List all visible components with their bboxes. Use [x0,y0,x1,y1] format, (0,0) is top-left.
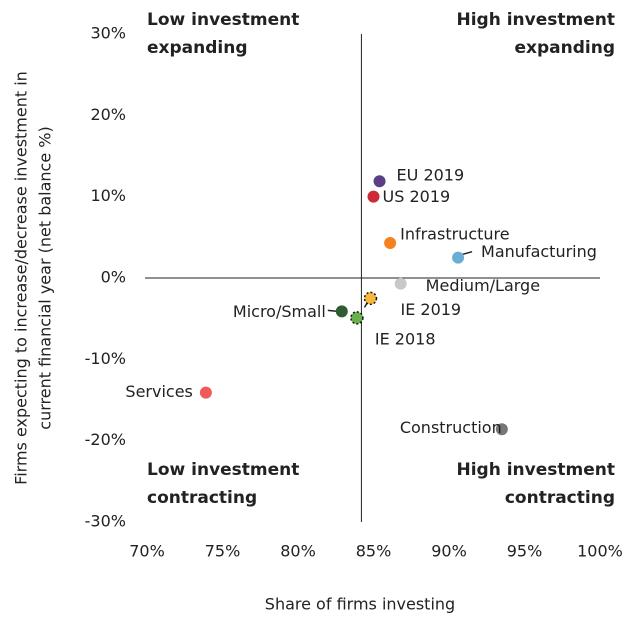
quadrant-label: expanding [514,38,615,58]
quadrant-label: High investment [456,460,615,480]
point-label: Services [125,382,192,401]
x-axis-label: Share of firms investing [265,595,455,614]
quadrant-label: expanding [147,38,248,58]
x-tick-label: 100% [577,542,623,561]
quadrant-label: High investment [456,10,615,30]
x-tick-label: 70% [129,542,165,561]
point [350,311,364,325]
y-tick-label: 20% [90,105,126,124]
x-tick-label: 90% [431,542,467,561]
y-axis-label: current financial year (net balance %) [36,126,55,429]
point [373,175,386,188]
y-tick-label: -10% [85,349,126,368]
point-label: EU 2019 [397,166,465,185]
x-tick-label: 80% [280,542,316,561]
point-label: IE 2018 [375,329,436,348]
point [335,305,348,318]
point-label: Construction [400,418,502,437]
point [367,190,380,203]
point-label: Infrastructure [400,225,509,244]
x-tick-label: 85% [356,542,392,561]
point-label: Manufacturing [481,242,597,261]
quadrant-label: Low investment [147,460,299,480]
y-tick-label: 30% [90,24,126,43]
y-axis-label: Firms expecting to increase/decrease inv… [12,71,31,485]
y-tick-label: 0% [101,268,126,287]
quadrant-label: contracting [147,488,257,508]
point-label: US 2019 [383,187,451,206]
x-tick-label: 75% [205,542,241,561]
point-label: Micro/Small [233,302,326,321]
quadrant-label: contracting [505,488,615,508]
y-tick-label: -30% [85,512,126,531]
y-tick-label: 10% [90,186,126,205]
point-label: IE 2019 [400,300,461,319]
quadrant-label: Low investment [147,10,299,30]
x-tick-label: 95% [507,542,543,561]
point [384,237,397,250]
point [394,277,407,290]
point [199,386,212,399]
y-tick-label: -20% [85,430,126,449]
point [495,423,508,436]
point-label: Medium/Large [426,276,540,295]
point [363,291,378,306]
point [452,251,465,264]
